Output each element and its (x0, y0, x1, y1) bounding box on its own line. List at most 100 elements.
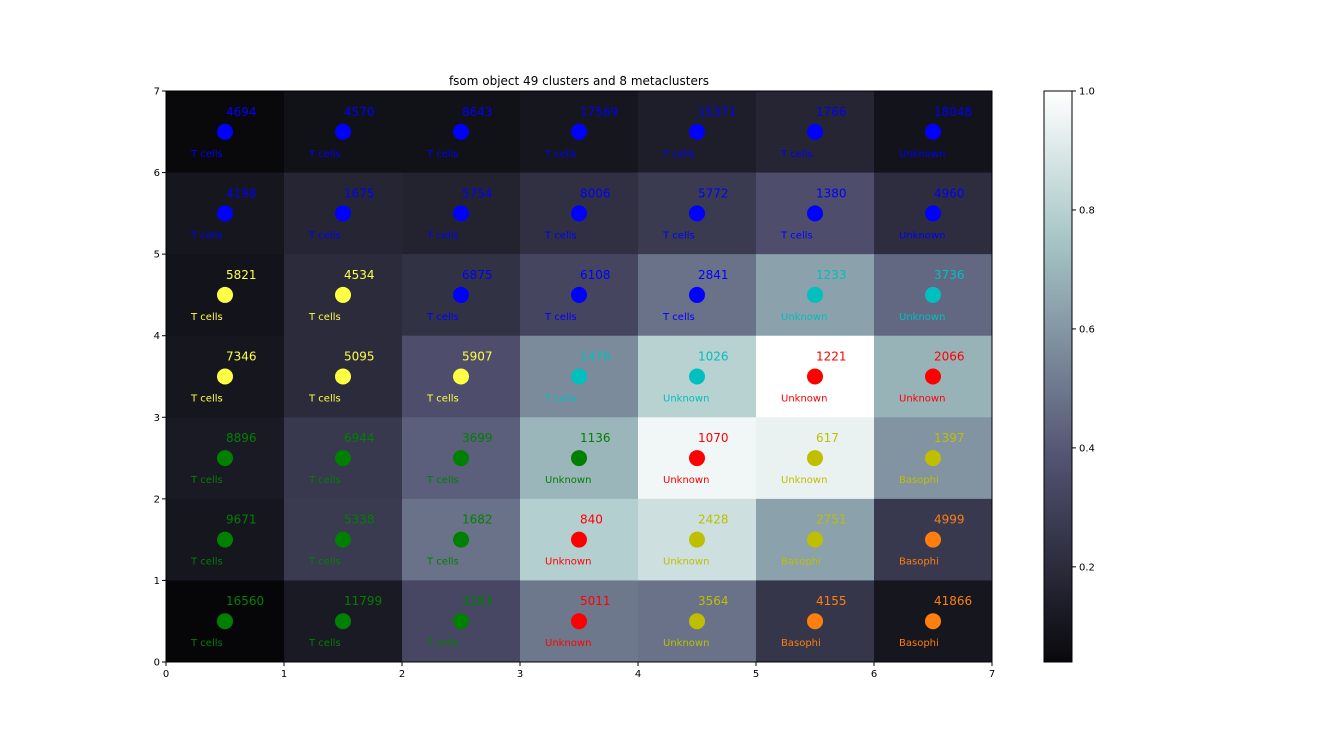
cluster-count-label: 2428 (698, 513, 729, 527)
cluster-marker (453, 368, 469, 385)
cluster-celltype-label: Unknown (663, 638, 709, 649)
cluster-marker (571, 450, 587, 467)
cluster-count-label: 1476 (580, 350, 611, 364)
cluster-count-label: 2841 (698, 268, 729, 282)
cluster-marker (689, 613, 705, 630)
cluster-celltype-label: T cells (426, 149, 459, 160)
cluster-count-label: 4999 (934, 513, 965, 527)
cluster-count-label: 5338 (344, 513, 375, 527)
cluster-count-label: 4198 (226, 186, 257, 200)
cluster-celltype-label: T cells (780, 149, 813, 160)
cluster-celltype-label: T cells (662, 149, 695, 160)
cluster-marker (925, 123, 941, 140)
cluster-marker (807, 531, 823, 548)
cluster-count-label: 16560 (226, 594, 264, 608)
cluster-celltype-label: T cells (426, 230, 459, 241)
cluster-marker (335, 368, 351, 385)
cluster-marker (217, 286, 233, 303)
cluster-celltype-label: T cells (426, 638, 459, 649)
cluster-marker (453, 531, 469, 548)
cluster-celltype-label: Unknown (545, 475, 591, 486)
cluster-marker (689, 368, 705, 385)
cluster-count-label: 8896 (226, 431, 257, 445)
cluster-count-label: 4570 (344, 105, 375, 119)
y-tick-label: 2 (154, 494, 160, 505)
cluster-count-label: 1136 (580, 431, 611, 445)
cluster-count-label: 617 (816, 431, 839, 445)
cluster-celltype-label: Unknown (781, 394, 827, 405)
cluster-count-label: 6944 (344, 431, 375, 445)
cluster-celltype-label: Unknown (781, 475, 827, 486)
cluster-celltype-label: T cells (662, 312, 695, 323)
y-axis: 0 1 2 3 4 5 6 7 (154, 87, 166, 669)
cluster-celltype-label: T cells (308, 475, 341, 486)
cluster-celltype-label: Unknown (545, 557, 591, 568)
cluster-marker (453, 613, 469, 630)
cluster-marker (807, 286, 823, 303)
cluster-marker (335, 286, 351, 303)
cluster-marker (335, 613, 351, 630)
cluster-count-label: 5095 (344, 350, 375, 364)
cluster-marker (689, 123, 705, 140)
cluster-marker (807, 368, 823, 385)
cluster-celltype-label: T cells (544, 230, 577, 241)
x-tick-label: 2 (399, 669, 405, 680)
cluster-marker (689, 286, 705, 303)
cluster-marker (689, 450, 705, 467)
cluster-celltype-label: T cells (190, 230, 223, 241)
cluster-count-label: 2751 (816, 513, 847, 527)
heatmap-cells (166, 91, 993, 663)
cluster-celltype-label: Unknown (899, 149, 945, 160)
cluster-count-label: 840 (580, 513, 603, 527)
x-tick-label: 5 (753, 669, 759, 680)
cluster-count-label: 1397 (934, 431, 965, 445)
cluster-celltype-label: Unknown (781, 312, 827, 323)
colorbar-tick-label: 0.8 (1079, 205, 1095, 216)
cluster-marker (925, 286, 941, 303)
y-tick-label: 3 (154, 413, 160, 424)
cluster-count-label: 3564 (698, 594, 729, 608)
cluster-count-label: 1380 (816, 186, 847, 200)
cluster-marker (807, 123, 823, 140)
cluster-marker (571, 123, 587, 140)
colorbar-gradient (1043, 90, 1073, 663)
cluster-marker (571, 205, 587, 222)
cluster-celltype-label: T cells (308, 312, 341, 323)
cluster-marker (335, 450, 351, 467)
cluster-count-label: 8006 (580, 186, 611, 200)
cluster-celltype-label: T cells (544, 312, 577, 323)
cluster-count-label: 2066 (934, 350, 965, 364)
cluster-count-label: 1233 (816, 268, 847, 282)
cluster-celltype-label: T cells (190, 394, 223, 405)
y-tick-label: 7 (154, 87, 160, 98)
x-tick-label: 1 (281, 669, 287, 680)
cluster-marker (925, 613, 941, 630)
cluster-celltype-label: T cells (780, 230, 813, 241)
cluster-marker (807, 613, 823, 630)
y-tick-label: 1 (154, 576, 160, 587)
cluster-marker (925, 531, 941, 548)
cluster-count-label: 1682 (462, 513, 493, 527)
cluster-celltype-label: Basophi (899, 638, 939, 649)
cluster-marker (217, 531, 233, 548)
cluster-count-label: 3736 (934, 268, 965, 282)
cluster-marker (453, 286, 469, 303)
cluster-marker (571, 613, 587, 630)
cluster-celltype-label: Basophi (899, 475, 939, 486)
colorbar-tick-label: 1.0 (1079, 87, 1095, 98)
x-tick-label: 3 (517, 669, 523, 680)
cluster-celltype-label: T cells (426, 557, 459, 568)
chart-title: fsom object 49 clusters and 8 metacluste… (449, 74, 709, 88)
cluster-celltype-label: T cells (544, 149, 577, 160)
cluster-marker (689, 205, 705, 222)
cluster-celltype-label: T cells (190, 312, 223, 323)
colorbar-tick-label: 0.4 (1079, 443, 1095, 454)
cluster-count-label: 18048 (934, 105, 972, 119)
cluster-marker (453, 123, 469, 140)
cluster-marker (571, 286, 587, 303)
cluster-celltype-label: Unknown (545, 638, 591, 649)
cluster-celltype-label: Unknown (899, 230, 945, 241)
cluster-count-label: 4155 (816, 594, 847, 608)
colorbar: 0.2 0.4 0.6 0.8 1.0 (1043, 87, 1095, 663)
